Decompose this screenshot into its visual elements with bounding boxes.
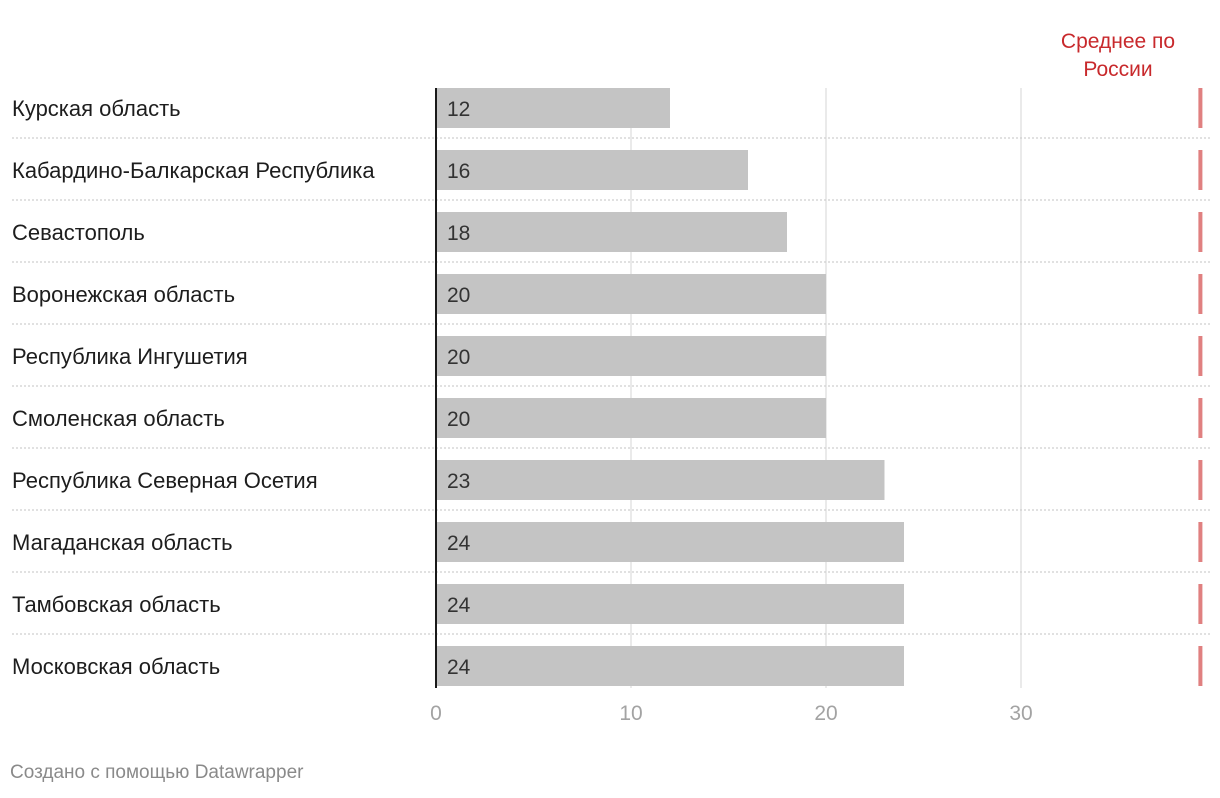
value-label-8: 24 xyxy=(447,532,471,555)
bar-chart: 0 10 20 30 12 Курская область 16 Кабардино-Балк… xyxy=(12,30,1210,725)
bar-9 xyxy=(436,584,904,624)
bar-10 xyxy=(436,646,904,686)
value-label-5: 20 xyxy=(447,346,470,369)
bar-2 xyxy=(436,150,748,190)
footer-prefix: Создано с помощью xyxy=(10,762,195,783)
category-label-6: Смоленская область xyxy=(12,406,225,431)
reference-label: Среднее по России xyxy=(1061,30,1175,81)
value-label-3: 18 xyxy=(447,222,470,245)
x-tick-label-30: 30 xyxy=(1009,702,1032,725)
value-label-7: 23 xyxy=(447,470,470,493)
x-tick-label-10: 10 xyxy=(619,702,642,725)
category-label-1: Курская область xyxy=(12,96,181,121)
value-label-1: 12 xyxy=(447,98,470,121)
bar-7 xyxy=(436,460,885,500)
datawrapper-link[interactable]: Datawrapper xyxy=(194,762,304,783)
value-label-9: 24 xyxy=(447,594,471,617)
footer-credit: Создано с помощью Datawrapper xyxy=(10,762,303,784)
x-tick-label-0: 0 xyxy=(430,702,442,725)
category-label-8: Магаданская область xyxy=(12,530,233,555)
bar-6 xyxy=(436,398,826,438)
value-label-10: 24 xyxy=(447,656,471,679)
bars xyxy=(436,88,904,686)
x-tick-label-20: 20 xyxy=(814,702,837,725)
bar-8 xyxy=(436,522,904,562)
category-label-9: Тамбовская область xyxy=(12,592,221,617)
value-label-2: 16 xyxy=(447,160,470,183)
bar-3 xyxy=(436,212,787,252)
bar-4 xyxy=(436,274,826,314)
category-label-5: Республика Ингушетия xyxy=(12,344,248,369)
reference-label-line-2: России xyxy=(1083,58,1152,81)
category-label-7: Республика Северная Осетия xyxy=(12,468,318,493)
value-label-4: 20 xyxy=(447,284,470,307)
category-label-4: Воронежская область xyxy=(12,282,235,307)
bar-5 xyxy=(436,336,826,376)
category-label-10: Московская область xyxy=(12,654,220,679)
reference-label-line-1: Среднее по xyxy=(1061,30,1175,53)
category-label-3: Севастополь xyxy=(12,220,145,245)
category-label-2: Кабардино-Балкарская Республика xyxy=(12,158,375,183)
labels: 0 10 20 30 12 Курская область 16 Кабардино-Балк… xyxy=(12,30,1175,725)
value-label-6: 20 xyxy=(447,408,470,431)
bar-1 xyxy=(436,88,670,128)
